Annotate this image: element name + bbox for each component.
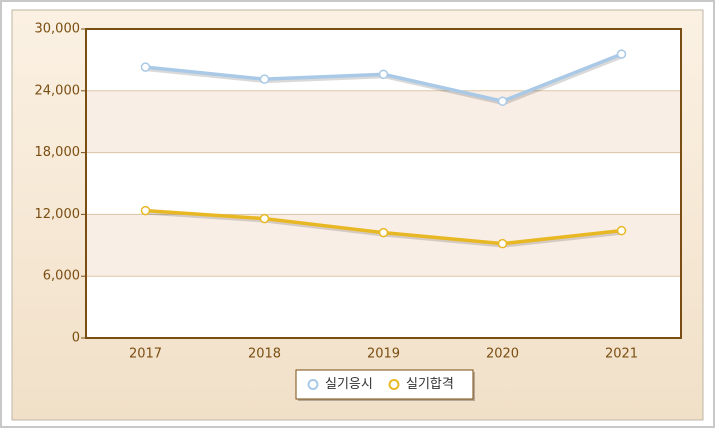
legend-label: 실기합격 xyxy=(406,377,454,392)
y-tick-label: 24,000 xyxy=(35,83,81,98)
legend-label: 실기응시 xyxy=(325,377,373,392)
data-point xyxy=(259,74,270,84)
plot-border xyxy=(85,28,682,339)
legend xyxy=(295,369,474,400)
x-tick-label: 2017 xyxy=(129,347,162,362)
y-tick-label: 6,000 xyxy=(43,269,80,284)
y-tick-label: 30,000 xyxy=(35,22,81,37)
y-tick-label: 0 xyxy=(72,331,80,346)
y-tick-label: 18,000 xyxy=(35,145,81,160)
legend-marker xyxy=(388,379,400,390)
plot-background xyxy=(86,29,681,338)
legend-marker xyxy=(307,379,319,390)
data-point xyxy=(378,227,389,238)
data-point xyxy=(378,69,389,80)
data-point xyxy=(140,62,151,72)
x-tick-label: 2018 xyxy=(248,347,281,362)
data-point xyxy=(259,213,270,224)
grid-band xyxy=(86,214,681,277)
data-point xyxy=(497,238,508,249)
data-point xyxy=(616,225,627,236)
data-point xyxy=(140,205,151,216)
grid-band xyxy=(86,90,681,153)
y-tick-label: 12,000 xyxy=(35,207,81,222)
x-tick-label: 2020 xyxy=(486,347,519,362)
x-tick-label: 2021 xyxy=(605,347,638,362)
data-point xyxy=(616,49,627,59)
x-tick-label: 2019 xyxy=(367,347,400,362)
data-point xyxy=(497,96,508,106)
